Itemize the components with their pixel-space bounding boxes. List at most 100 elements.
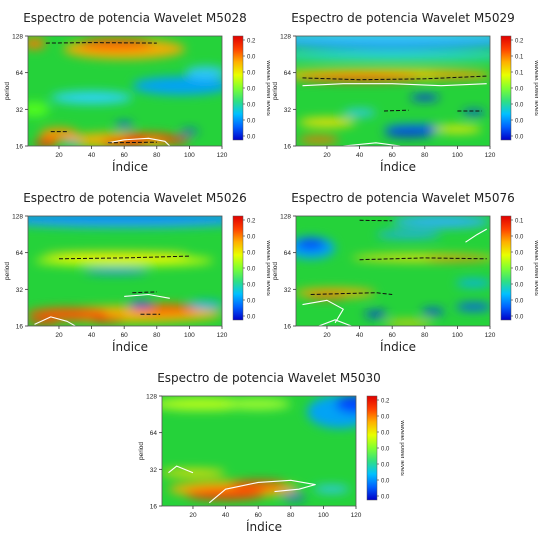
x-tick-label: 20 — [55, 332, 63, 339]
power-blob — [91, 317, 125, 323]
colorbar-tick-label: 0.0 — [381, 446, 390, 452]
y-tick-label: 32 — [150, 467, 158, 474]
y-tick-label: 64 — [284, 250, 292, 257]
x-tick-label: 20 — [323, 332, 331, 339]
power-blob — [296, 74, 425, 82]
y-tick-label: 128 — [280, 34, 291, 41]
y-tick-label: 64 — [150, 430, 158, 437]
colorbar-tick-label: 0.0 — [515, 266, 524, 272]
x-tick-label: 20 — [323, 152, 331, 159]
x-axis-title: Índice — [379, 340, 417, 354]
power-ridge — [383, 109, 409, 112]
significance-contour — [168, 465, 194, 474]
power-blob — [421, 308, 445, 315]
colorbar-tick-label: 0.0 — [247, 70, 256, 76]
y-tick-label: 128 — [12, 34, 23, 41]
x-tick-label: 40 — [356, 332, 364, 339]
power-blob — [180, 129, 199, 134]
colorbar-tick-label: 0.0 — [515, 298, 524, 304]
power-blob — [225, 398, 291, 410]
power-blob — [64, 140, 80, 145]
y-axis-label: period — [272, 262, 279, 280]
colorbar-tick-label: 0.2 — [515, 38, 524, 44]
power-blob — [364, 311, 388, 318]
panel-title: Espectro de potencia Wavelet M5026 — [23, 191, 247, 205]
colorbar-tick-label: 0.0 — [381, 478, 390, 484]
power-blob — [28, 102, 50, 117]
y-tick-label: 32 — [284, 107, 292, 114]
significance-contour — [343, 142, 401, 146]
plot-frame — [161, 395, 357, 507]
power-blob — [313, 485, 350, 493]
power-blob — [83, 268, 149, 275]
y-tick-label: 32 — [16, 287, 24, 294]
colorbar-tick-label: 0.0 — [381, 430, 390, 436]
panel-title: Espectro de potencia Wavelet M5029 — [291, 11, 515, 25]
y-tick-label: 16 — [284, 324, 292, 331]
plot-frame — [295, 215, 491, 327]
colorbar — [500, 215, 512, 321]
power-blob — [375, 230, 442, 239]
colorbar-tick-label: 0.1 — [515, 54, 524, 60]
power-blob — [42, 251, 190, 257]
wavelet-chart: 16 32 64 128 period 20 40 60 80 100 120 0.2 0.0 0.0 0.… — [4, 34, 270, 160]
y-tick-label: 32 — [16, 107, 24, 114]
power-blob — [296, 238, 326, 250]
power-blob — [187, 300, 222, 309]
colorbar — [500, 35, 512, 141]
power-blob — [296, 51, 490, 60]
heatmap-field — [296, 216, 490, 326]
power-blob — [306, 294, 348, 299]
colorbar-tick-label: 0.0 — [247, 298, 256, 304]
significance-contour — [302, 83, 487, 87]
x-tick-label: 100 — [184, 152, 195, 159]
colorbar-label: wavelet power levels — [399, 419, 404, 475]
y-tick-label: 128 — [146, 394, 157, 401]
colorbar-tick-label: 0.2 — [381, 398, 390, 404]
plot-frame — [27, 35, 223, 147]
x-tick-label: 60 — [255, 512, 263, 519]
colorbar-tick-label: 0.0 — [515, 282, 524, 288]
panel-title: Espectro de potencia Wavelet M5028 — [23, 11, 247, 25]
colorbar-tick-label: 0.0 — [247, 86, 256, 92]
power-blob — [115, 121, 134, 128]
power-blob — [384, 124, 450, 134]
colorbar-tick-label: 0.2 — [247, 218, 256, 224]
colorbar-tick-label: 0.0 — [381, 462, 390, 468]
x-tick-label: 120 — [485, 152, 496, 159]
power-ridge — [359, 219, 393, 222]
x-tick-label: 60 — [121, 332, 129, 339]
y-axis-label: period — [138, 442, 145, 460]
plot-frame — [295, 35, 491, 147]
colorbar-tick-label: 0.0 — [515, 134, 524, 140]
wavelet-panel-m5029: Espectro de potencia Wavelet M5029 16 32 6… — [268, 0, 538, 180]
y-tick-label: 16 — [16, 144, 24, 151]
power-blob — [184, 488, 267, 500]
colorbar — [366, 395, 378, 501]
heatmap-field — [296, 36, 490, 146]
plot-frame — [27, 215, 223, 327]
significance-contour — [107, 137, 171, 146]
x-tick-label: 60 — [389, 152, 397, 159]
power-blob — [28, 320, 59, 325]
colorbar-label: wavelet power levels — [265, 59, 270, 115]
colorbar — [232, 35, 244, 141]
colorbar-label: wavelet power levels — [533, 239, 538, 295]
colorbar-label: wavelet power levels — [265, 239, 270, 295]
colorbar-tick-label: 0.0 — [515, 102, 524, 108]
colorbar-tick-label: 0.0 — [381, 494, 390, 500]
wavelet-chart: 16 32 64 128 period 20 40 60 80 100 120 0.2 0.0 0.0 0.… — [138, 394, 404, 520]
x-axis-title: Índice — [111, 160, 149, 174]
power-ridge — [310, 292, 393, 295]
colorbar-tick-label: 0.0 — [247, 54, 256, 60]
power-blob — [455, 279, 490, 287]
colorbar-tick-label: 0.0 — [515, 250, 524, 256]
x-tick-label: 80 — [153, 332, 161, 339]
y-axis-label: period — [272, 82, 279, 100]
significance-contour — [124, 293, 170, 299]
colorbar-tick-label: 0.0 — [247, 282, 256, 288]
y-tick-label: 16 — [16, 324, 24, 331]
heatmap-field — [162, 396, 356, 506]
x-tick-label: 40 — [88, 332, 96, 339]
heatmap-field — [28, 36, 222, 146]
